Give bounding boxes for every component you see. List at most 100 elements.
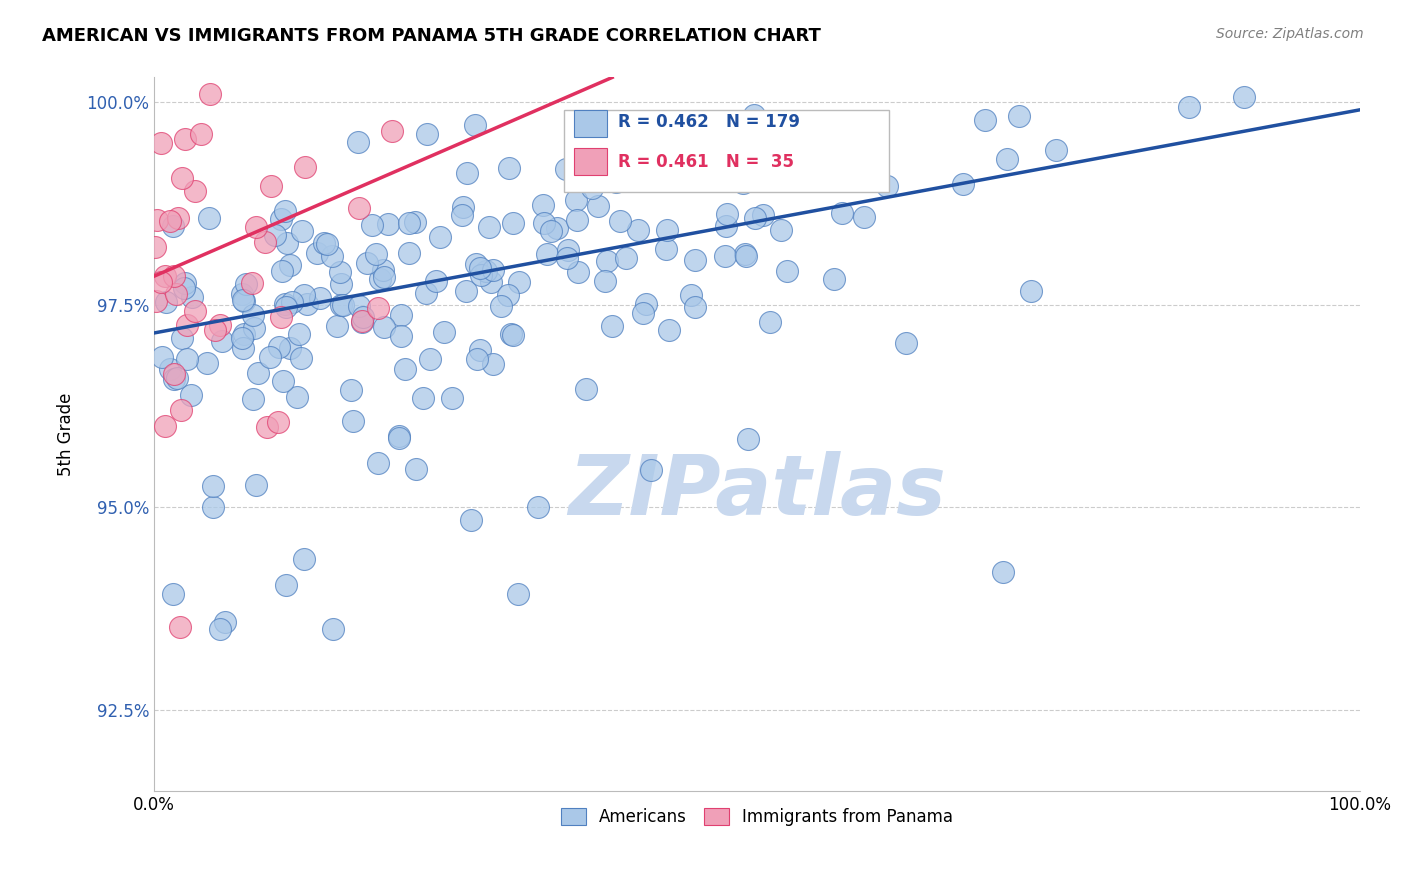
Point	[742, 108, 765, 122]
Point	[347, 299, 370, 313]
Point	[389, 308, 412, 322]
Point	[246, 366, 269, 380]
Point	[744, 211, 766, 226]
Point	[294, 160, 316, 174]
Point	[340, 383, 363, 397]
Point	[398, 216, 420, 230]
Point	[232, 293, 254, 308]
Point	[952, 177, 974, 191]
Point	[377, 217, 399, 231]
Point	[1019, 284, 1042, 298]
Point	[290, 351, 312, 365]
Legend: Americans, Immigrants from Panama: Americans, Immigrants from Panama	[553, 799, 962, 834]
Point	[640, 462, 662, 476]
Point	[307, 245, 329, 260]
Point	[776, 264, 799, 278]
Point	[352, 310, 374, 325]
Point	[170, 330, 193, 344]
Point	[314, 235, 336, 250]
Point	[555, 161, 578, 176]
Point	[292, 288, 315, 302]
Point	[159, 362, 181, 376]
Point	[470, 268, 492, 282]
Point	[276, 300, 298, 314]
Point	[770, 223, 793, 237]
Point	[232, 341, 254, 355]
Point	[364, 247, 387, 261]
Point	[540, 224, 562, 238]
Point	[498, 288, 520, 302]
Point	[388, 430, 411, 444]
Point	[240, 276, 263, 290]
Point	[367, 456, 389, 470]
Point	[468, 261, 491, 276]
Point	[388, 429, 411, 443]
Point	[531, 198, 554, 212]
Point	[165, 287, 187, 301]
Point	[170, 170, 193, 185]
Point	[163, 269, 186, 284]
Point	[330, 298, 353, 312]
Point	[475, 263, 498, 277]
Point	[894, 335, 917, 350]
Point	[190, 127, 212, 141]
Point	[254, 235, 277, 249]
Point	[654, 242, 676, 256]
Text: Source: ZipAtlas.com: Source: ZipAtlas.com	[1216, 27, 1364, 41]
Point	[350, 315, 373, 329]
Point	[176, 351, 198, 366]
Point	[242, 308, 264, 322]
Point	[734, 247, 756, 261]
Point	[143, 240, 166, 254]
Point	[536, 247, 558, 261]
Point	[593, 274, 616, 288]
Text: AMERICAN VS IMMIGRANTS FROM PANAMA 5TH GRADE CORRELATION CHART: AMERICAN VS IMMIGRANTS FROM PANAMA 5TH G…	[42, 27, 821, 45]
Point	[180, 388, 202, 402]
Point	[278, 258, 301, 272]
Point	[276, 577, 298, 591]
Point	[479, 275, 502, 289]
Point	[145, 213, 167, 227]
Point	[555, 251, 578, 265]
Point	[683, 253, 706, 268]
Point	[209, 318, 232, 332]
Point	[876, 178, 898, 193]
Point	[464, 118, 486, 132]
Point	[159, 214, 181, 228]
Point	[291, 224, 314, 238]
Point	[167, 211, 190, 225]
Point	[714, 219, 737, 234]
Point	[609, 214, 631, 228]
Point	[1008, 109, 1031, 123]
Point	[274, 203, 297, 218]
Point	[245, 219, 267, 234]
Point	[465, 352, 488, 367]
Point	[263, 227, 285, 242]
Point	[405, 462, 427, 476]
Point	[624, 169, 647, 184]
Point	[373, 320, 395, 334]
Point	[425, 274, 447, 288]
Point	[162, 219, 184, 233]
Point	[433, 325, 456, 339]
Point	[211, 334, 233, 348]
Point	[481, 358, 503, 372]
Point	[373, 269, 395, 284]
Point	[419, 351, 441, 366]
Point	[581, 181, 603, 195]
Point	[352, 314, 374, 328]
Point	[595, 254, 617, 268]
Point	[440, 392, 463, 406]
Point	[329, 265, 352, 279]
Point	[214, 615, 236, 630]
Point	[508, 275, 530, 289]
Point	[242, 321, 264, 335]
Point	[508, 587, 530, 601]
Point	[498, 161, 520, 176]
Point	[546, 221, 568, 235]
Point	[416, 127, 439, 141]
Point	[412, 391, 434, 405]
Point	[456, 285, 478, 299]
Point	[176, 318, 198, 332]
Point	[482, 262, 505, 277]
